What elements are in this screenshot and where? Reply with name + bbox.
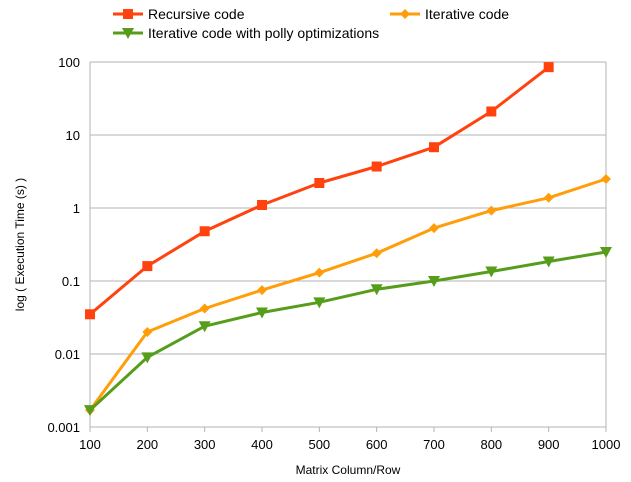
series-2 — [85, 173, 611, 416]
y-tick-labels: 0.001 0.01 0.1 1 10 100 — [47, 55, 80, 435]
data-point-square — [142, 261, 153, 272]
data-point-triangle — [256, 307, 268, 319]
data-point-diamond — [486, 205, 497, 216]
data-point-square — [85, 309, 95, 320]
data-point-square — [371, 161, 382, 172]
data-point-triangle — [313, 297, 326, 309]
x-tick-labels: 100 200 300 400 500 600 700 800 900 1000 — [79, 437, 620, 452]
x-tick-label: 400 — [251, 437, 273, 452]
data-point-diamond — [429, 223, 439, 234]
legend: Recursive code Iterative code Iterative co… — [113, 6, 509, 41]
data-point-diamond — [142, 327, 153, 338]
series-3 — [84, 246, 612, 417]
data-point-diamond — [199, 303, 210, 314]
x-axis-label: Matrix Column/Row — [296, 463, 401, 477]
legend-label: Iterative code — [425, 6, 509, 22]
data-point-triangle — [122, 28, 134, 39]
data-point-triangle — [485, 266, 498, 278]
x-tick-label: 800 — [480, 437, 502, 452]
data-point-square — [257, 199, 267, 210]
data-point-diamond — [257, 285, 267, 296]
x-tick-label: 700 — [423, 437, 445, 452]
data-point-triangle — [141, 352, 154, 364]
y-tick-label: 0.001 — [47, 420, 80, 435]
y-tick-label: 10 — [66, 128, 80, 143]
data-point-triangle — [198, 321, 211, 333]
y-tick-label: 0.1 — [62, 274, 80, 289]
x-tick-label: 900 — [538, 437, 560, 452]
y-tick-label: 1 — [73, 201, 80, 216]
data-point-square — [429, 142, 439, 153]
legend-item: Iterative code — [390, 6, 509, 22]
data-point-diamond — [400, 9, 410, 19]
data-point-diamond — [314, 267, 325, 278]
legend-label: Recursive code — [148, 6, 245, 22]
series-line — [88, 250, 607, 412]
x-tick-label: 500 — [308, 437, 330, 452]
data-point-triangle — [600, 246, 612, 258]
legend-item: Recursive code — [113, 6, 245, 22]
data-point-square — [543, 62, 554, 73]
x-tick-label: 600 — [366, 437, 388, 452]
data-point-square — [123, 9, 133, 19]
x-tick-label: 100 — [79, 437, 101, 452]
legend-item: Iterative code with polly optimizations — [113, 25, 379, 41]
x-tick-label: 300 — [194, 437, 216, 452]
data-point-square — [314, 178, 325, 189]
series-group — [84, 62, 612, 417]
data-point-square — [486, 106, 497, 117]
y-tick-label: 100 — [58, 55, 80, 70]
data-point-diamond — [543, 192, 554, 203]
y-tick-label: 0.01 — [55, 347, 80, 362]
data-point-triangle — [84, 405, 96, 417]
x-tick-label: 1000 — [592, 437, 621, 452]
series-line — [88, 177, 607, 412]
gridlines — [89, 61, 607, 432]
x-tick-label: 200 — [136, 437, 158, 452]
data-point-triangle — [428, 276, 440, 287]
data-point-triangle — [542, 256, 555, 268]
data-point-square — [199, 226, 210, 237]
legend-label: Iterative code with polly optimizations — [148, 25, 379, 41]
data-point-diamond — [601, 173, 611, 184]
series-1 — [85, 62, 554, 320]
data-point-triangle — [370, 284, 383, 296]
y-axis-label: log ( Execution Time (s) ) — [13, 178, 27, 311]
data-point-diamond — [371, 248, 382, 259]
